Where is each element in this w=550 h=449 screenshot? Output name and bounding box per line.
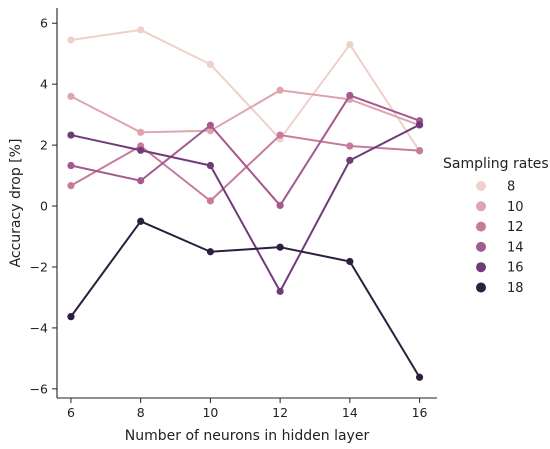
legend-item: 12 (476, 220, 524, 235)
x-tick-label: 6 (67, 405, 75, 420)
data-point (276, 243, 284, 251)
y-axis-label: Accuracy drop [%] (8, 139, 24, 268)
data-point (346, 142, 354, 150)
x-axis-label: Number of neurons in hidden layer (125, 428, 370, 444)
legend-item: 18 (476, 281, 524, 296)
data-point (415, 121, 424, 129)
data-point (67, 131, 75, 139)
series-14 (67, 91, 424, 210)
legend-marker (476, 282, 486, 293)
legend-marker (476, 241, 486, 252)
legend-item: 8 (476, 180, 515, 195)
data-point (206, 60, 214, 68)
data-point (346, 257, 354, 266)
data-point (67, 36, 75, 44)
data-point (206, 121, 214, 129)
legend-marker (476, 181, 486, 191)
series-line (70, 89, 420, 134)
y-tick-label: 4 (40, 77, 48, 92)
x-tick-label: 14 (342, 405, 358, 420)
legend-label: 12 (507, 220, 524, 235)
legend-items: 8 10 12 14 16 18 (476, 180, 524, 296)
axes: 6 8 10 12 14 16 −6 −4 −2 0 2 4 6 (30, 8, 437, 420)
y-ticks: −6 −4 −2 0 2 4 6 (30, 16, 57, 396)
data-point (276, 201, 284, 210)
legend-item: 14 (476, 240, 524, 255)
series-line (70, 28, 421, 152)
x-ticks: 6 8 10 12 14 16 (67, 398, 428, 420)
legend-marker (476, 221, 486, 232)
data-point (346, 40, 354, 49)
y-tick-label: −6 (30, 381, 48, 396)
legend-label: 8 (507, 180, 515, 195)
data-point (415, 373, 424, 381)
series-12 (67, 131, 424, 205)
x-tick-label: 10 (202, 405, 218, 420)
legend-title: Sampling rates (443, 156, 549, 172)
data-point (276, 287, 284, 295)
series-18 (67, 217, 424, 381)
legend: Sampling rates 8 10 12 14 16 18 (443, 156, 549, 296)
data-point (67, 161, 75, 170)
legend-label: 14 (507, 240, 524, 255)
data-point (137, 217, 145, 225)
data-point (67, 182, 75, 190)
data-point (206, 127, 214, 135)
series-line (70, 134, 420, 202)
series-line (70, 220, 421, 378)
data-point (67, 92, 75, 100)
series-line (70, 94, 420, 207)
data-point (206, 248, 214, 256)
series-8 (67, 26, 424, 155)
data-point (346, 156, 354, 164)
x-tick-label: 8 (137, 405, 145, 420)
legend-label: 18 (507, 281, 524, 296)
x-tick-label: 16 (412, 405, 428, 420)
legend-item: 16 (476, 261, 524, 276)
legend-label: 16 (507, 261, 524, 276)
data-point (206, 161, 214, 170)
x-tick-label: 12 (272, 405, 288, 420)
data-point (137, 128, 145, 136)
data-point (67, 313, 75, 321)
data-point (276, 86, 284, 94)
y-tick-label: −4 (30, 320, 48, 335)
data-point (415, 146, 424, 155)
series-16 (67, 121, 424, 295)
y-tick-label: −2 (30, 259, 48, 274)
data-point (276, 131, 284, 139)
y-tick-label: 2 (40, 138, 48, 153)
y-tick-label: 6 (40, 16, 48, 31)
series-layer (67, 26, 424, 381)
legend-item: 10 (476, 200, 524, 215)
data-point (346, 91, 354, 100)
data-point (137, 146, 145, 154)
data-point (206, 197, 214, 205)
legend-marker (476, 262, 486, 273)
legend-label: 10 (507, 200, 524, 215)
data-point (137, 26, 145, 34)
data-point (137, 177, 145, 185)
series-line (70, 123, 421, 293)
series-10 (67, 86, 424, 136)
legend-marker (476, 201, 486, 212)
y-tick-label: 0 (40, 199, 48, 214)
